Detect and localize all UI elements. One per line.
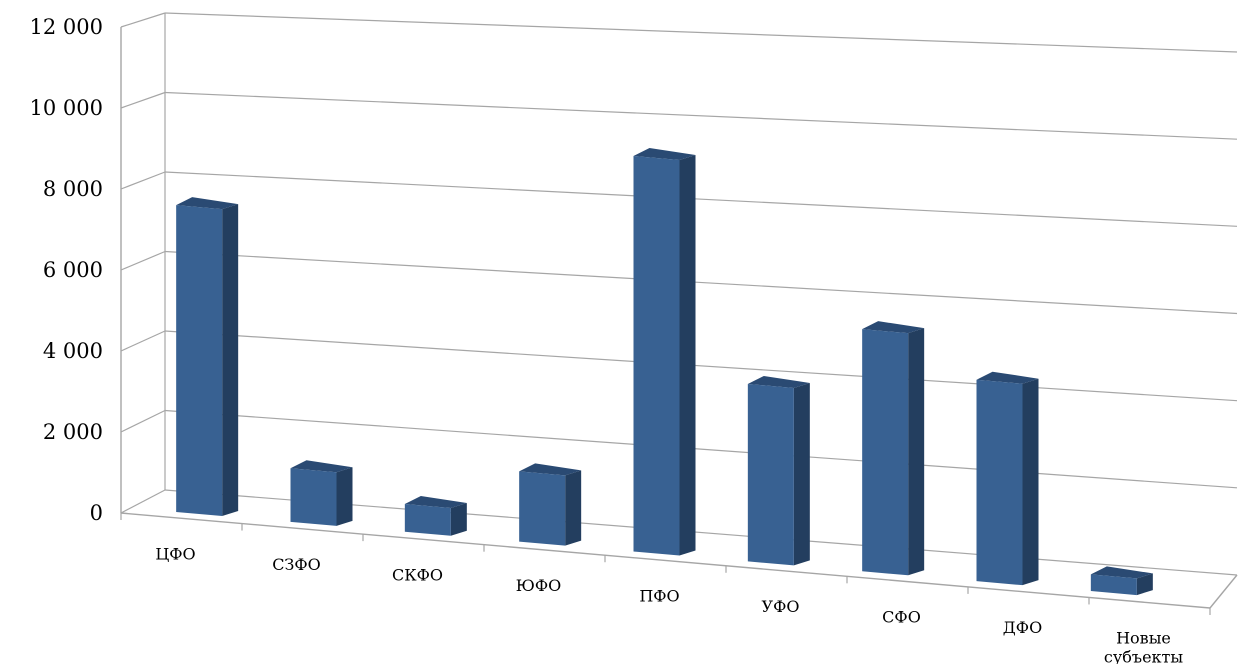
bar-top-2 [404, 495, 467, 509]
bar-front-2 [404, 503, 451, 536]
bar-side-2 [450, 503, 467, 536]
bar-5 [747, 375, 810, 566]
y-tick-label-5: 10 000 [30, 96, 103, 120]
bar-side-0 [222, 204, 239, 516]
bars [176, 147, 1153, 596]
bar-2 [404, 495, 467, 536]
gridline-side-6 [120, 12, 166, 28]
bar-4 [633, 147, 696, 556]
gridline-side-5 [120, 91, 166, 109]
gridline-side-0 [120, 489, 166, 514]
gridline-4 [164, 171, 1238, 227]
bar-front-1 [290, 468, 337, 526]
x-tick-label-3: ЮФО [516, 576, 562, 595]
bar-top-6 [862, 321, 925, 334]
bar-side-3 [565, 470, 582, 546]
x-tick-label-6: СФО [882, 608, 921, 627]
y-tick-label-1: 2 000 [43, 420, 103, 444]
x-axis-depth-edge [1209, 574, 1238, 609]
x-tick-label-7: ДФО [1003, 618, 1042, 637]
y-tick-label-6: 12 000 [30, 15, 103, 39]
gridline-6 [164, 12, 1238, 53]
bar-top-7 [976, 371, 1039, 384]
bar-side-6 [908, 328, 925, 576]
x-tick-label-5: УФО [762, 597, 800, 616]
y-tick-label-2: 4 000 [43, 339, 103, 363]
bar-7 [976, 371, 1039, 586]
bar-0 [176, 197, 239, 516]
x-tick-label-1: СЗФО [272, 555, 321, 574]
gridline-side-2 [120, 330, 166, 352]
bar-top-4 [633, 147, 696, 160]
bar-front-3 [519, 471, 566, 546]
bar-side-4 [679, 154, 696, 556]
gridline-5 [164, 91, 1238, 140]
x-axis-ticks: ЦФО СЗФО СКФО ЮФО ПФО УФО СФО ДФО Новые субъекты [155, 544, 1183, 664]
bar-top-1 [290, 460, 353, 473]
gridline-1 [164, 409, 1238, 489]
bar-front-6 [862, 329, 909, 576]
bar-6 [862, 321, 925, 576]
bar-8 [1090, 566, 1153, 596]
axes [120, 13, 1238, 615]
bar-front-5 [747, 383, 794, 566]
y-axis-ticks: 0 2 000 4 000 6 000 8 000 10 000 12 000 [30, 15, 103, 525]
y-tick-label-3: 6 000 [43, 258, 103, 282]
gridline-side-4 [120, 171, 166, 190]
x-tick-label-4: ПФО [639, 587, 679, 606]
bar-front-0 [176, 205, 223, 516]
y-tick-label-4: 8 000 [43, 177, 103, 201]
bar-side-8 [1136, 573, 1153, 596]
x-tick-label-2: СКФО [392, 565, 443, 584]
x-tick-label-0: ЦФО [155, 544, 195, 563]
x-axis [120, 512, 1211, 609]
x-tick-label-8: Новые субъекты [1104, 629, 1184, 664]
gridline-2 [164, 330, 1238, 402]
y-tick-label-0: 0 [90, 501, 103, 525]
bar-side-5 [793, 382, 810, 566]
bar-top-5 [747, 375, 810, 388]
bar-front-7 [976, 379, 1023, 586]
bar-front-8 [1090, 574, 1137, 596]
bar-side-1 [336, 467, 353, 526]
bar-1 [290, 460, 353, 526]
gridline-3 [164, 250, 1238, 315]
bar-top-3 [519, 463, 582, 476]
bar-3 [519, 463, 582, 546]
bar-front-4 [633, 155, 680, 556]
bar-side-7 [1022, 378, 1039, 586]
gridline-side-3 [120, 250, 166, 271]
bar-top-8 [1090, 566, 1153, 579]
bar-top-0 [176, 197, 239, 210]
gridline-side-1 [120, 409, 166, 433]
